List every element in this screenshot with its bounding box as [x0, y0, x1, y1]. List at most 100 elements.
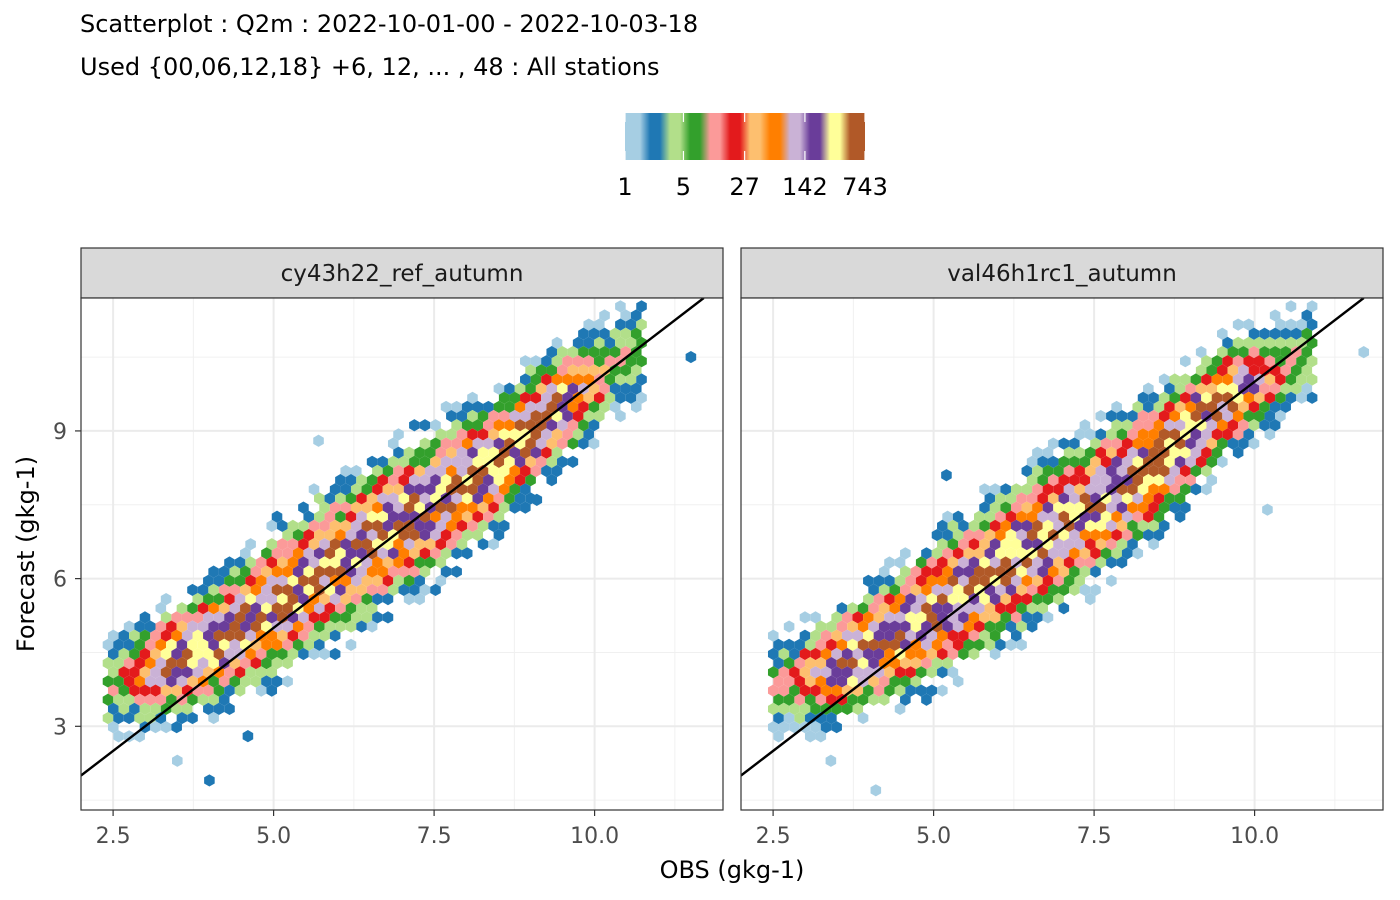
hexbin-cell — [419, 565, 431, 578]
hexbin-cell — [1269, 382, 1281, 395]
hexbin-cell — [1063, 556, 1075, 569]
hexbin-cell — [435, 483, 447, 496]
hexbin-cell — [535, 364, 547, 377]
hexbin-cell — [1206, 382, 1218, 395]
hexbin-cell — [1106, 556, 1117, 569]
hexbin-cell — [250, 638, 262, 651]
hexbin-cell — [483, 474, 494, 487]
hexbin-cell — [1084, 593, 1096, 606]
hexbin-cell — [187, 711, 198, 725]
hexbin-cell — [1095, 483, 1107, 496]
hexbin-cell — [1095, 538, 1107, 551]
hexbin-cell — [942, 510, 953, 523]
hexbin-cell — [298, 574, 309, 587]
hexbin-cell — [974, 583, 985, 597]
hexbin-cell — [1222, 355, 1233, 368]
hexbin-cell — [155, 638, 167, 651]
hexbin-cell — [1169, 391, 1181, 404]
hexbin-cell — [1095, 410, 1107, 423]
hexbin-cell — [1169, 373, 1181, 386]
hexbin-cell — [192, 593, 204, 606]
hexbin-cell — [767, 647, 779, 661]
hexbin-cell — [472, 419, 484, 432]
hexbin-cell — [356, 492, 367, 505]
hexbin-cell — [1069, 437, 1080, 450]
hexbin-cell — [609, 327, 621, 340]
hexbin-cell — [319, 593, 330, 606]
hexbin-cell — [129, 647, 140, 661]
hexbin-cell — [847, 675, 858, 688]
hexbin-cell — [847, 602, 858, 615]
hexbin-cell — [979, 629, 990, 642]
hexbin-cell — [974, 528, 985, 542]
hexbin-cell — [319, 501, 330, 514]
hexbin-cell — [255, 574, 267, 587]
hexbin-cell — [841, 611, 853, 624]
hexbin-cell — [1243, 336, 1254, 349]
hexbin-cell — [372, 556, 383, 569]
hexbin-cell — [1180, 501, 1191, 514]
hexbin-cell — [1195, 419, 1207, 432]
hexbin-cell — [477, 446, 489, 459]
hexbin-cell — [1111, 400, 1122, 414]
hexbin-cell — [1306, 318, 1318, 331]
hexbin-cell — [366, 455, 378, 468]
hexbin-cell — [1164, 455, 1175, 468]
hexbin-cell — [625, 355, 637, 368]
hexbin-cell — [831, 702, 842, 715]
hexbin-cell — [271, 675, 283, 688]
hexbin-cell — [1259, 327, 1270, 340]
hexbin-cell — [1127, 446, 1138, 459]
hexbin-cell — [1037, 547, 1048, 560]
hexbin-cell — [1238, 437, 1249, 450]
hexbin-cell — [789, 647, 800, 661]
hexbin-cell — [335, 620, 346, 633]
hexbin-cell — [884, 593, 895, 606]
hexbin-cell — [303, 547, 315, 560]
hexbin-cell — [1021, 593, 1033, 606]
hexbin-cell — [1306, 373, 1318, 386]
hexbin-cell — [520, 446, 531, 459]
hexbin-cell — [836, 620, 848, 633]
hexbin-cell — [1095, 464, 1107, 478]
hexbin-cell — [604, 355, 616, 368]
hexbin-cell — [520, 373, 531, 386]
hexbin-cell — [472, 400, 484, 414]
hexbin-cell — [292, 565, 304, 578]
hexbin-cell — [488, 464, 499, 478]
hexbin-cell — [224, 684, 235, 697]
hexbin-cell — [187, 657, 198, 670]
hexbin-cell — [1285, 373, 1297, 386]
hexbin-cell — [229, 620, 241, 633]
hexbin-cell — [261, 547, 272, 560]
hexbin-cell — [335, 492, 346, 505]
hexbin-cell — [102, 711, 114, 725]
hexbin-cell — [1264, 355, 1276, 368]
hexbin-cell — [857, 693, 869, 706]
hexbin-cell — [947, 519, 959, 532]
hexbin-cell — [1243, 428, 1254, 441]
hexbin-cell — [1074, 574, 1085, 587]
legend-tick-label: 1 — [617, 173, 632, 201]
hexbin-cell — [187, 583, 198, 597]
hexbin-cell — [1005, 528, 1017, 542]
hexbin-cell — [1211, 446, 1223, 459]
hexbin-cell — [799, 684, 811, 697]
hexbin-cell — [1232, 355, 1244, 368]
hexbin-cell — [483, 400, 494, 414]
hexbin-cell — [810, 629, 821, 642]
hexbin-cell — [387, 583, 399, 597]
hexbin-cell — [910, 675, 922, 688]
hexbin-cell — [857, 602, 869, 615]
hexbin-cell — [203, 684, 214, 697]
hexbin-cell — [282, 620, 293, 633]
hexbin-cell — [366, 565, 378, 578]
hexbin-cell — [245, 611, 256, 624]
hexbin-cell — [245, 574, 256, 587]
hexbin-cell — [1164, 437, 1175, 450]
hexbin-cell — [134, 620, 145, 633]
hexbin-cell — [1148, 538, 1159, 551]
hexbin-cell — [593, 391, 605, 404]
hexbin-cell — [266, 647, 278, 661]
hexbin-cell — [308, 574, 320, 587]
